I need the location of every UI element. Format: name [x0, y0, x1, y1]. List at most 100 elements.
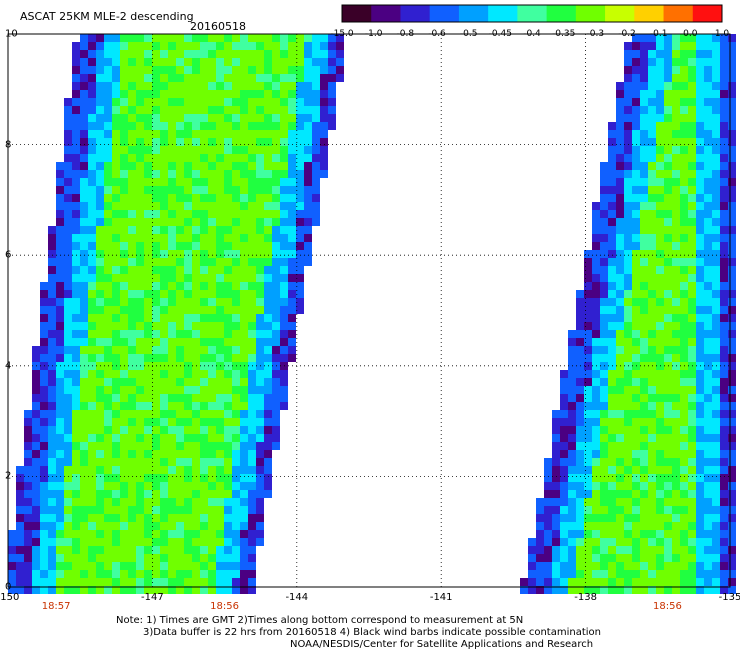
swath-cell: [600, 450, 608, 458]
swath-cell: [728, 258, 736, 266]
swath-cell: [32, 410, 40, 418]
swath-cell: [96, 274, 104, 282]
swath-cell: [576, 370, 584, 378]
swath-cell: [664, 90, 672, 98]
swath-cell: [296, 58, 304, 66]
swath-cell: [304, 50, 312, 58]
swath-cell: [152, 378, 160, 386]
swath-cell: [24, 482, 32, 490]
swath-cell: [232, 34, 240, 42]
swath-cell: [256, 370, 264, 378]
swath-cell: [712, 586, 720, 594]
swath-cell: [624, 426, 632, 434]
swath-cell: [56, 458, 64, 466]
swath-cell: [120, 66, 128, 74]
swath-cell: [176, 586, 184, 594]
swath-cell: [320, 170, 328, 178]
swath-cell: [96, 322, 104, 330]
swath-cell: [192, 82, 200, 90]
swath-cell: [120, 474, 128, 482]
swath-cell: [704, 138, 712, 146]
swath-cell: [568, 330, 576, 338]
swath-cell: [136, 474, 144, 482]
swath-cell: [320, 34, 328, 42]
swath-cell: [168, 274, 176, 282]
swath-cell: [696, 410, 704, 418]
swath-cell: [104, 194, 112, 202]
swath-cell: [704, 66, 712, 74]
swath-cell: [120, 458, 128, 466]
swath-cell: [64, 202, 72, 210]
swath-cell: [168, 586, 176, 594]
swath-cell: [240, 522, 248, 530]
swath-cell: [56, 330, 64, 338]
swath-cell: [264, 314, 272, 322]
swath-cell: [168, 322, 176, 330]
swath-cell: [88, 578, 96, 586]
swath-cell: [624, 178, 632, 186]
swath-cell: [160, 570, 168, 578]
swath-cell: [96, 186, 104, 194]
swath-cell: [264, 466, 272, 474]
swath-cell: [240, 122, 248, 130]
swath-cell: [688, 298, 696, 306]
swath-cell: [328, 106, 336, 114]
swath-cell: [240, 514, 248, 522]
swath-cell: [232, 98, 240, 106]
swath-cell: [720, 266, 728, 274]
swath-cell: [632, 370, 640, 378]
swath-cell: [632, 130, 640, 138]
swath-cell: [96, 306, 104, 314]
swath-cell: [128, 554, 136, 562]
swath-cell: [552, 514, 560, 522]
swath-cell: [728, 322, 736, 330]
swath-cell: [720, 474, 728, 482]
swath-cell: [640, 50, 648, 58]
swath-cell: [256, 82, 264, 90]
swath-cell: [192, 418, 200, 426]
swath-cell: [40, 538, 48, 546]
swath-cell: [712, 354, 720, 362]
swath-cell: [640, 522, 648, 530]
swath-cell: [112, 418, 120, 426]
swath-cell: [104, 106, 112, 114]
swath-cell: [128, 538, 136, 546]
swath-cell: [640, 570, 648, 578]
swath-cell: [608, 530, 616, 538]
swath-cell: [80, 58, 88, 66]
swath-cell: [104, 442, 112, 450]
swath-cell: [680, 514, 688, 522]
swath-cell: [88, 418, 96, 426]
swath-cell: [576, 338, 584, 346]
swath-cell: [184, 258, 192, 266]
swath-cell: [80, 418, 88, 426]
swath-cell: [576, 418, 584, 426]
swath-cell: [120, 434, 128, 442]
swath-cell: [16, 506, 24, 514]
swath-cell: [544, 514, 552, 522]
swath-cell: [728, 346, 736, 354]
swath-cell: [24, 554, 32, 562]
swath-cell: [264, 194, 272, 202]
swath-cell: [648, 570, 656, 578]
swath-cell: [256, 322, 264, 330]
swath-cell: [136, 314, 144, 322]
swath-cell: [64, 490, 72, 498]
swath-cell: [176, 378, 184, 386]
swath-cell: [304, 218, 312, 226]
swath-cell: [152, 314, 160, 322]
swath-cell: [104, 66, 112, 74]
swath-cell: [264, 378, 272, 386]
swath-cell: [104, 506, 112, 514]
swath-cell: [120, 522, 128, 530]
swath-cell: [96, 450, 104, 458]
swath-cell: [224, 282, 232, 290]
swath-cell: [208, 418, 216, 426]
swath-cell: [624, 514, 632, 522]
swath-cell: [248, 490, 256, 498]
swath-cell: [120, 90, 128, 98]
swath-cell: [88, 386, 96, 394]
swath-cell: [136, 298, 144, 306]
swath-cell: [592, 210, 600, 218]
swath-cell: [688, 466, 696, 474]
